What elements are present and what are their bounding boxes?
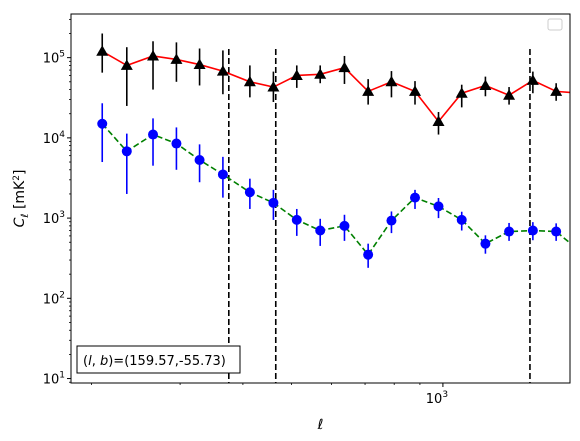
data-point-triangle	[243, 75, 256, 87]
x-axis-label: ℓ	[317, 417, 324, 433]
annotation-box	[76, 345, 241, 374]
data-point-triangle	[96, 45, 109, 56]
data-point-circle	[504, 226, 515, 237]
data-point-triangle	[455, 87, 468, 98]
data-point-triangle	[147, 49, 160, 61]
data-point-circle	[291, 214, 302, 225]
y-axis-label: Cℓ [mK2]	[12, 170, 31, 228]
data-point-circle	[315, 225, 326, 236]
data-point-triangle	[409, 85, 422, 96]
data-point-circle	[456, 214, 467, 225]
y-tick-label: 104	[43, 130, 66, 147]
data-point-circle	[148, 129, 159, 140]
data-point-circle	[121, 146, 132, 157]
legend-box	[547, 18, 563, 31]
y-tick-label: 105	[43, 50, 65, 67]
data-point-triangle	[338, 61, 351, 73]
data-point-circle	[551, 226, 562, 237]
data-point-circle	[363, 249, 374, 260]
data-point-triangle	[267, 81, 280, 92]
annotation-text: (l, b)=(159.57,-55.73)	[83, 354, 226, 369]
data-point-triangle	[170, 53, 183, 64]
y-tick-label: 101	[43, 371, 65, 388]
data-point-triangle	[479, 79, 492, 90]
data-point-circle	[339, 220, 350, 231]
data-point-triangle	[432, 115, 445, 126]
y-tick-label: 102	[43, 290, 65, 307]
data-point-circle	[386, 215, 397, 226]
data-point-triangle	[526, 74, 539, 85]
data-point-circle	[171, 138, 182, 149]
data-point-circle	[97, 118, 108, 129]
data-point-circle	[244, 187, 255, 198]
y-tick-label: 103	[43, 210, 65, 227]
data-point-triangle	[314, 68, 327, 79]
data-point-triangle	[120, 59, 133, 70]
data-point-triangle	[216, 65, 229, 76]
data-point-circle	[575, 246, 580, 256]
data-point-triangle	[193, 58, 206, 70]
data-point-circle	[194, 154, 205, 165]
data-point-circle	[217, 169, 228, 180]
data-point-triangle	[290, 69, 303, 80]
data-point-circle	[410, 192, 421, 203]
data-point-circle	[433, 201, 444, 212]
data-point-circle	[480, 238, 491, 249]
x-tick-label: 103	[426, 390, 448, 407]
data-point-triangle	[385, 75, 398, 87]
data-point-triangle	[503, 89, 516, 100]
data-point-triangle	[550, 85, 563, 96]
data-point-circle	[527, 225, 538, 236]
plot-frame	[70, 13, 571, 384]
data-point-triangle	[574, 87, 580, 98]
data-point-circle	[268, 197, 279, 208]
data-point-triangle	[362, 85, 375, 96]
